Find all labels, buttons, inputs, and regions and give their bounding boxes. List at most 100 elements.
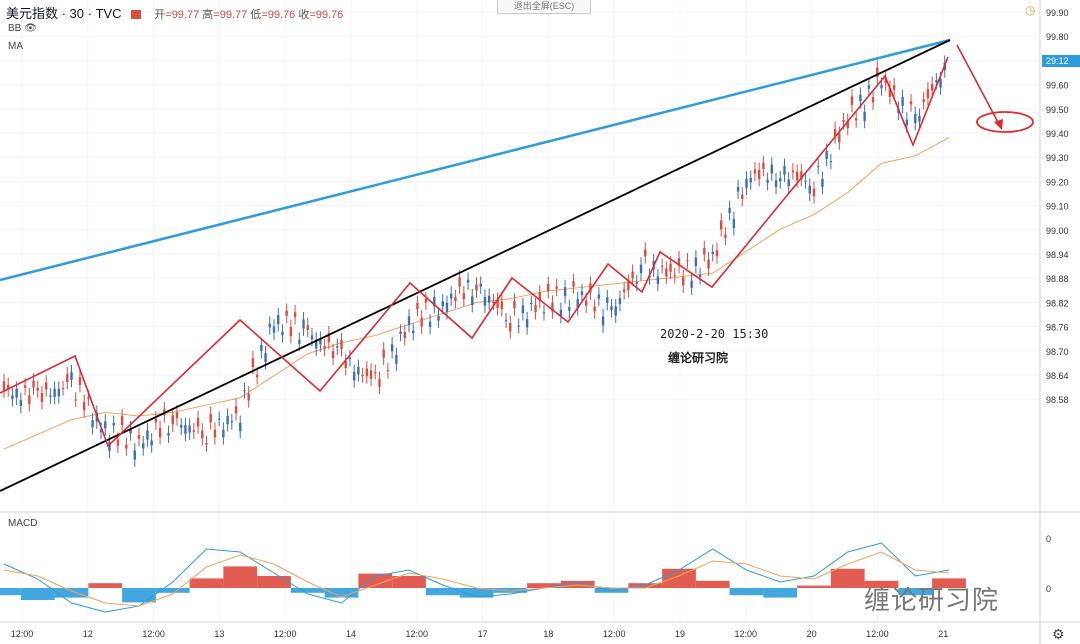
candle-body [99,429,103,432]
candlesticks [2,55,946,467]
high-value: =99.77 [213,9,248,21]
candle-body [428,321,432,327]
candle-body [521,305,525,314]
candle-body [264,353,267,363]
candle-body [610,306,613,311]
open-value: =99.77 [165,9,200,21]
candle-body [327,333,331,343]
candle-body [800,171,803,179]
candle-body [116,439,120,446]
candle-body [412,330,415,334]
candle-body [15,388,18,398]
time-tick-label: 12:00 [866,629,889,639]
macd-histogram-bar [662,568,696,588]
candle-body [475,284,478,291]
candle-body [19,399,23,406]
candle-body [551,302,554,312]
macd-histogram-bar [290,588,325,593]
time-tick-label: 12:00 [274,629,297,639]
candle-body [268,323,271,328]
signal-line [3,551,950,607]
time-tick-label: 12:00 [142,629,165,639]
candle-body [306,325,309,330]
candle-body [614,306,617,316]
black-trendline [0,39,951,492]
indicator-ma[interactable]: MA [8,41,23,52]
candle-body [361,375,364,377]
indicator-macd[interactable]: MACD [8,518,38,529]
gear-icon[interactable]: ⚙ [1052,626,1065,642]
candle-body [53,388,56,398]
candle-body [833,128,837,137]
candle-body [644,249,647,257]
candle-body [2,381,6,391]
candle-body [222,429,225,438]
clock-icon[interactable]: ◷ [1025,3,1036,17]
eye-icon[interactable]: 👁 [24,23,37,34]
candle-body [314,339,318,349]
candle-body [812,188,816,197]
time-tick-label: 12:00 [735,629,758,639]
candle-body [70,372,73,380]
current-price-tag [1042,55,1080,67]
time-tick-label: 19 [675,629,685,639]
candle-body [888,87,892,98]
candle-body [660,265,664,267]
candle-body [859,94,862,102]
candle-body [580,291,584,296]
time-tick-label: 12 [83,629,93,639]
candle-body [310,335,314,340]
candle-body [167,432,170,436]
macd-histogram-bar [830,568,865,588]
candle-body [496,299,499,309]
candle-body [213,429,217,438]
candle-body [863,111,866,121]
candle-body [416,302,419,310]
candle-body [492,301,495,303]
candle-body [154,418,158,423]
time-tick-label: 12:00 [11,629,34,639]
candle-body [905,119,909,126]
candle-body [120,416,124,426]
candle-body [745,178,748,188]
candle-body [513,300,516,309]
candle-body [741,194,744,199]
indicator-bb-label: BB [8,23,22,34]
price-tick-label: 99.10 [1046,202,1069,212]
candle-body [593,306,596,312]
candle-body [239,422,242,432]
candle-body [601,316,605,326]
candle-body [23,385,27,388]
candle-body [424,299,428,303]
candle-body [32,380,35,388]
ohlc-readout: 开=99.77 高=99.77 低=99.76 收=99.76 [154,9,343,21]
candle-body [112,422,115,426]
price-tick-label: 98.88 [1046,274,1069,284]
candle-body [686,260,689,262]
candle-body [374,371,377,373]
annotation-author: 缠论研习院 [668,350,728,365]
candle-body [281,331,284,336]
candle-body [133,450,136,460]
symbol-title[interactable]: 美元指数 · 30 · TVC [6,6,122,21]
candle-body [728,207,731,214]
candle-body [390,344,394,352]
candle-body [922,99,925,103]
exit-fullscreen-button[interactable]: 退出全屏(ESC) [497,0,591,14]
price-tick-label: 98.94 [1046,250,1069,260]
price-tick-label: 99.90 [1046,8,1069,18]
flag-icon [130,10,141,19]
candle-body [677,258,681,267]
indicator-bb[interactable]: BB 👁 [8,23,37,34]
candle-body [395,355,398,364]
candle-body [462,293,466,300]
candle-body [348,357,352,360]
macd-histogram-bar [189,578,224,588]
candle-body [74,399,77,401]
macd-histogram-bar [257,576,291,588]
candle-body [901,96,904,106]
candle-body [188,425,191,433]
candle-body [618,298,622,304]
candle-body [365,368,369,377]
